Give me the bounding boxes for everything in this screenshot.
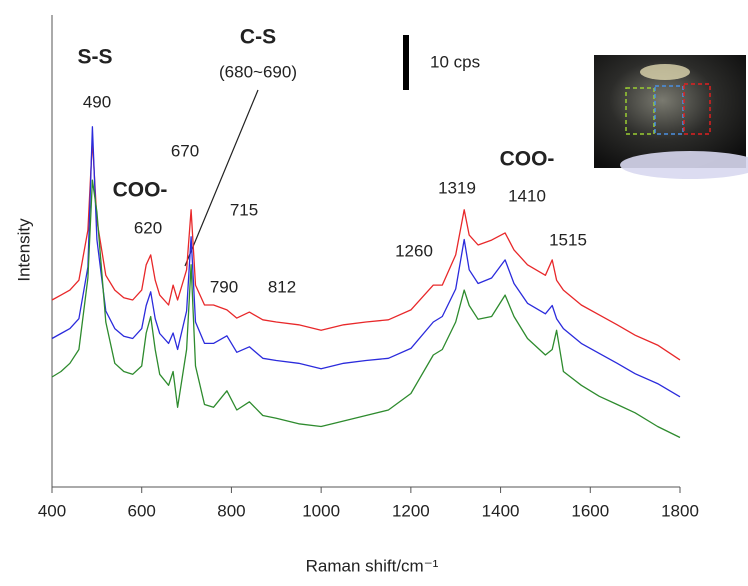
spectrum-line [51,126,681,398]
annotation: 790 [210,277,238,296]
photo-highlight [620,151,748,179]
inset-photo [594,55,748,179]
annotation: S-S [77,46,112,69]
x-tick-label: 800 [217,501,245,520]
spectrum-line [51,139,681,361]
x-tick-label: 600 [128,501,156,520]
region-box [654,85,684,135]
annotation: 1410 [508,186,546,205]
annotation: 490 [83,92,111,111]
annotation: 812 [268,277,296,296]
leader-line [184,89,259,267]
annotation: 1319 [438,178,476,197]
x-tick-label: 1200 [392,501,430,520]
y-axis-label: Intensity [14,218,33,282]
annotation: 1260 [395,241,433,260]
spectrum-line [51,179,681,439]
annotation: 620 [134,218,162,237]
region-box [683,83,711,135]
annotation: (680~690) [219,62,297,81]
x-tick-label: 400 [38,501,66,520]
annotation: 670 [171,141,199,160]
x-tick-label: 1600 [571,501,609,520]
annotation: C-S [240,26,276,49]
scale-bar [403,35,409,90]
annotation: COO- [500,148,555,171]
x-tick-label: 1000 [302,501,340,520]
annotation: 715 [230,200,258,219]
x-tick-label: 1400 [482,501,520,520]
annotation: COO- [113,179,168,202]
scale-bar-label: 10 cps [430,52,480,71]
x-tick-label: 1800 [661,501,699,520]
region-box [625,87,655,135]
annotation: 1515 [549,230,587,249]
x-axis-label: Raman shift/cm⁻¹ [306,556,439,575]
photo-highlight [640,64,690,80]
